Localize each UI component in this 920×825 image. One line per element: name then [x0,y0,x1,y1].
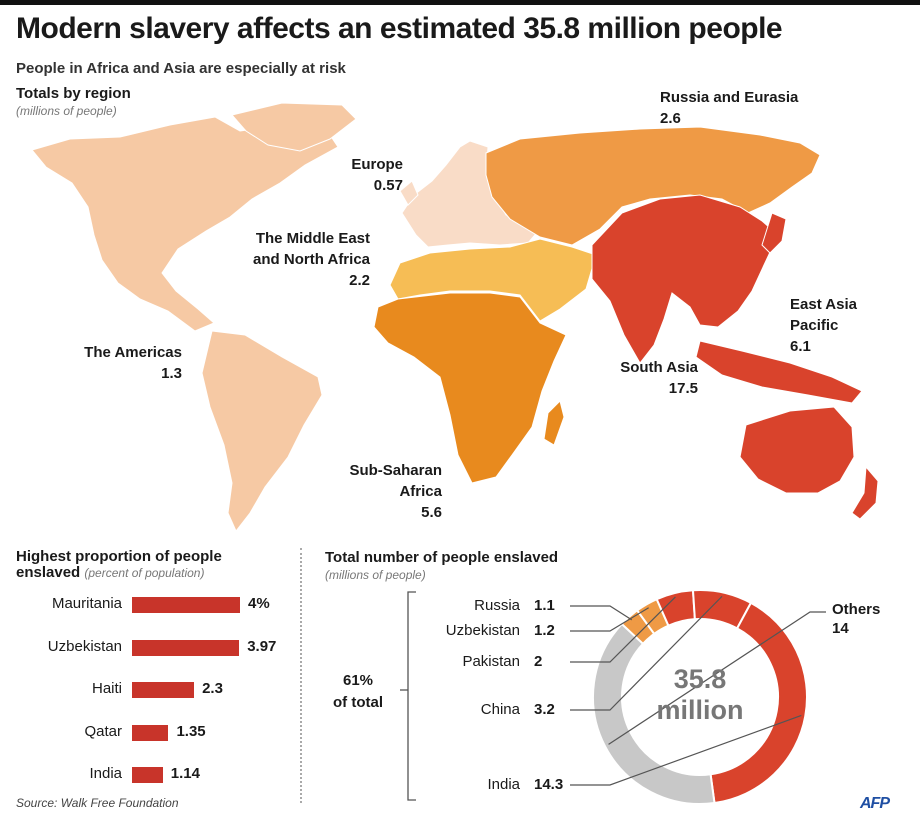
world-map [31,102,879,532]
bar [132,639,240,656]
top-rule [0,0,920,5]
bar-label: Haiti [91,680,122,697]
bar-label: Mauritania [51,595,122,612]
map-region-australia [739,406,855,494]
value-europe: 0.57 [373,177,403,194]
page-subtitle: People in Africa and Asia are especially… [16,60,346,77]
donut-slice [655,589,696,627]
bar [132,682,195,698]
map-region-asia [591,194,779,364]
map-region-uk [399,180,419,206]
donut-value: 14.3 [534,776,564,793]
map-section-title: Totals by region [16,85,131,102]
value-sub-saharan-africa: 5.6 [421,504,442,521]
label-mena: The Middle East and North Africa 2.2 [253,230,370,289]
leader-line [570,605,633,621]
bar-label: Uzbekistan [47,637,122,655]
donut-slice [635,597,670,636]
donut-label: Russia [474,597,520,614]
value-americas: 1.3 [161,365,182,382]
map-region-americas-south [201,330,323,532]
total-subtitle: (millions of people) [325,568,426,582]
bar-value: 1.14 [170,765,200,782]
label-americas: The Americas 1.3 [84,344,182,382]
donut-value: 1.1 [534,597,555,614]
donut-label: Pakistan [462,653,520,670]
section-divider [300,548,302,803]
page-title: Modern slavery affects an estimated 35.8… [16,12,783,45]
bracket-text: 61% of total [333,672,383,711]
leader-line [570,607,649,632]
bar-value: 4% [248,595,270,612]
bar [132,767,163,783]
label-east-asia-pacific: East Asia Pacific 6.1 [790,296,857,355]
map-region-madagascar [543,400,565,446]
map-region-new-zealand [851,465,879,520]
proportion-subtitle: (percent of population) [84,566,205,580]
donut-value: 2 [534,653,543,670]
afp-logo: AFP [860,795,890,812]
others-value: 14 [832,620,849,637]
bar-label: India [89,765,122,782]
map-region-indonesia [695,340,863,404]
bar-value: 2.3 [202,680,223,697]
label-europe: Europe 0.57 [351,156,403,194]
bar-value: 3.97 [247,637,277,655]
bar-value: 1.35 [176,722,206,740]
donut-slice [620,608,656,646]
map-region-mena [389,238,597,322]
value-east-asia-pacific: 6.1 [790,338,811,355]
bar [132,597,240,613]
leader-line [570,596,676,663]
map-region-ssa [373,292,567,484]
value-russia-eurasia: 2.6 [660,110,681,127]
label-russia-eurasia: Russia and Eurasia 2.6 [660,89,799,127]
donut-value: 3.2 [534,701,555,718]
label-sub-saharan-africa: Sub-Saharan Africa 5.6 [349,462,442,521]
donut-label: China [480,701,520,718]
donut-slice [691,589,753,630]
map-region-greenland [231,102,357,152]
map-section-subtitle: (millions of people) [16,104,117,118]
bar-label: Qatar [84,722,122,740]
proportion-title: Highest proportion of people enslaved (pe… [16,548,222,581]
value-south-asia: 17.5 [668,380,698,397]
donut-label: Uzbekistan [445,622,520,639]
source-note: Source: Walk Free Foundation [16,796,179,810]
total-title: Total number of people enslaved [325,549,559,566]
map-region-americas-north [31,116,339,332]
label-south-asia: South Asia 17.5 [620,359,698,397]
bar [132,724,169,741]
donut-label: India [487,776,520,793]
map-region-japan [761,212,787,254]
others-label: Others 14 [832,601,881,637]
donut-center-total: 35.8 million [656,664,744,725]
donut-value: 1.2 [534,622,555,639]
value-mena: 2.2 [349,272,370,289]
